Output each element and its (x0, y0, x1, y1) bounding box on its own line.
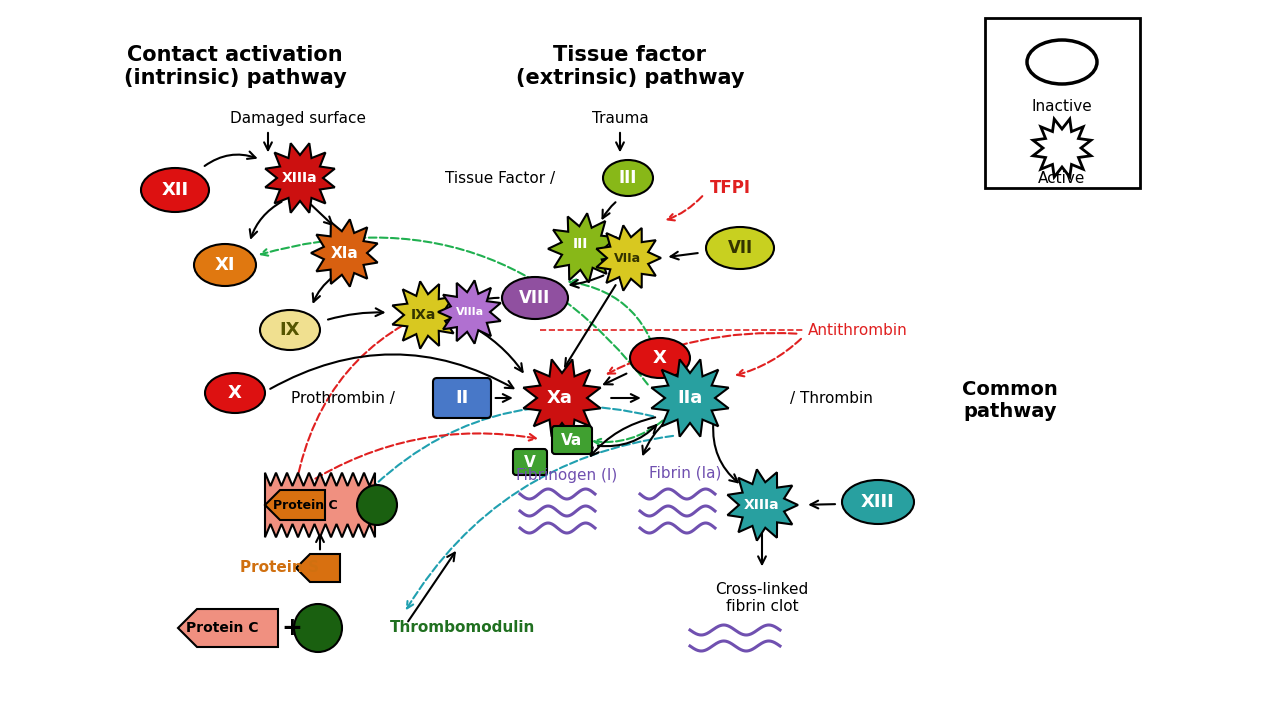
Text: Va: Va (562, 433, 582, 448)
Text: Tissue factor
(extrinsic) pathway: Tissue factor (extrinsic) pathway (516, 45, 744, 89)
Polygon shape (524, 359, 600, 436)
Circle shape (294, 604, 342, 652)
Text: TFPI: TFPI (710, 179, 751, 197)
Polygon shape (296, 554, 340, 582)
FancyBboxPatch shape (513, 449, 547, 475)
Circle shape (357, 485, 397, 525)
Ellipse shape (502, 277, 568, 319)
Text: Protein C: Protein C (273, 498, 338, 511)
FancyBboxPatch shape (552, 426, 591, 454)
Text: Tissue Factor /: Tissue Factor / (445, 171, 556, 186)
Polygon shape (727, 469, 797, 541)
Text: VII: VII (727, 239, 753, 257)
Ellipse shape (195, 244, 256, 286)
Text: V: V (524, 454, 536, 469)
Text: XII: XII (161, 181, 188, 199)
Ellipse shape (260, 310, 320, 350)
Polygon shape (265, 143, 335, 213)
Polygon shape (438, 280, 500, 343)
Text: Common
pathway: Common pathway (963, 379, 1057, 420)
Text: VIII: VIII (520, 289, 550, 307)
FancyBboxPatch shape (986, 18, 1140, 188)
Ellipse shape (1027, 40, 1097, 84)
Polygon shape (265, 473, 375, 537)
Ellipse shape (842, 480, 914, 524)
Text: XIIIa: XIIIa (744, 498, 780, 512)
Text: +: + (282, 616, 302, 640)
Text: IIa: IIa (677, 389, 703, 407)
Text: III: III (572, 237, 588, 251)
Polygon shape (652, 359, 728, 436)
Polygon shape (311, 220, 378, 287)
Polygon shape (548, 213, 617, 282)
Text: Contact activation
(intrinsic) pathway: Contact activation (intrinsic) pathway (124, 45, 347, 89)
Text: Trauma: Trauma (591, 110, 649, 125)
Text: XI: XI (215, 256, 236, 274)
Text: Protein C: Protein C (186, 621, 259, 635)
Ellipse shape (630, 338, 690, 378)
Text: VIIIa: VIIIa (456, 307, 484, 317)
Ellipse shape (205, 373, 265, 413)
FancyBboxPatch shape (433, 378, 492, 418)
Text: Inactive: Inactive (1032, 99, 1092, 114)
Text: Protein S: Protein S (241, 560, 319, 575)
Text: Xa: Xa (547, 389, 573, 407)
Text: IXa: IXa (411, 308, 435, 322)
Text: Cross-linked
fibrin clot: Cross-linked fibrin clot (716, 582, 809, 614)
Text: Damaged surface: Damaged surface (230, 110, 366, 125)
Polygon shape (178, 609, 278, 647)
Text: IX: IX (280, 321, 301, 339)
Text: Active: Active (1038, 171, 1085, 186)
Polygon shape (393, 282, 460, 348)
Text: X: X (653, 349, 667, 367)
Ellipse shape (707, 227, 774, 269)
Text: II: II (456, 389, 468, 407)
Text: / Thrombin: / Thrombin (790, 390, 873, 405)
Text: Thrombomodulin: Thrombomodulin (390, 621, 535, 636)
Text: VIIa: VIIa (614, 251, 641, 264)
Ellipse shape (141, 168, 209, 212)
Text: Fibrinogen (I): Fibrinogen (I) (516, 467, 618, 482)
Polygon shape (1033, 119, 1091, 177)
Text: Prothrombin /: Prothrombin / (291, 390, 396, 405)
Ellipse shape (603, 160, 653, 196)
Text: XIIIa: XIIIa (282, 171, 317, 185)
Text: X: X (228, 384, 242, 402)
Polygon shape (265, 490, 325, 520)
Text: Fibrin (Ia): Fibrin (Ia) (649, 466, 721, 480)
Polygon shape (596, 225, 660, 291)
Text: XIa: XIa (332, 246, 358, 261)
Text: III: III (618, 169, 637, 187)
Text: Antithrombin: Antithrombin (808, 323, 908, 338)
Text: XIII: XIII (861, 493, 895, 511)
